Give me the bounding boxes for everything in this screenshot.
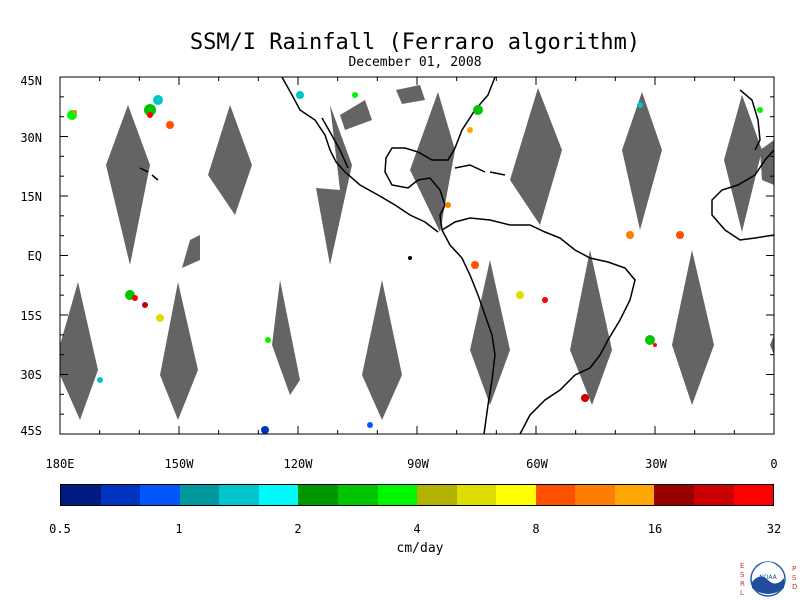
colorbar-label: 8: [532, 522, 540, 536]
coastline-africa: [711, 149, 775, 241]
coastline-hawaii: [139, 167, 159, 181]
colorbar-cell: [496, 485, 536, 505]
colorbar-cell: [140, 485, 180, 505]
map-subtitle: December 01, 2008: [348, 55, 482, 70]
lon-label-90w: 90W: [407, 457, 429, 471]
lat-label-30s: 30S: [20, 368, 42, 382]
colorbar-cell: [614, 485, 655, 505]
coastline-north-america-east: [384, 76, 496, 231]
colorbar-cell: [694, 485, 734, 505]
lon-label-180e: 180E: [45, 457, 75, 471]
swath-gap: [470, 260, 510, 405]
logo-letter: S: [740, 571, 745, 579]
logo-letter: P: [792, 565, 796, 573]
colorbar-cell: [535, 485, 576, 505]
logo-letter: D: [792, 583, 797, 591]
colorbar-label: 16: [647, 522, 663, 536]
map-title: SSM/I Rainfall (Ferraro algorithm): [189, 30, 641, 55]
axis-ticks: [59, 76, 775, 435]
swath-gap: [770, 335, 774, 355]
logo-letter: S: [792, 574, 797, 582]
lon-label-150w: 150W: [164, 457, 194, 471]
colorbar-cell: [654, 485, 694, 505]
lat-label-15n: 15N: [20, 190, 42, 204]
colorbar-cell: [575, 485, 615, 505]
logo-letter: E: [740, 562, 744, 570]
logo-letter: L: [740, 589, 744, 597]
coastline-north-america-west: [281, 76, 439, 233]
swath-gap: [272, 280, 300, 395]
swath-gap: [106, 105, 150, 265]
logo-letter: R: [740, 580, 745, 588]
swath-gap: [340, 100, 372, 130]
swath-gap: [316, 105, 352, 265]
swath-gap: [760, 140, 774, 185]
coastline-south-america: [441, 217, 636, 435]
coastline-europe: [739, 89, 761, 151]
colorbar-cell: [417, 485, 457, 505]
coastlines: [139, 76, 775, 435]
colorbar-cell: [456, 485, 497, 505]
swath-gap: [570, 250, 612, 405]
colorbar-cell: [733, 485, 774, 505]
coastline-baja: [321, 117, 349, 169]
lat-label-eq: EQ: [27, 249, 42, 263]
lat-label-45s: 45S: [20, 424, 42, 438]
colorbar-units: cm/day: [396, 541, 444, 556]
colorbar-label: 32: [766, 522, 782, 536]
swath-gaps: [60, 85, 774, 420]
swath-gap: [160, 282, 198, 420]
colorbar-cell: [179, 485, 220, 505]
lon-label-0: 0: [770, 457, 778, 471]
coastline-cuba: [454, 164, 486, 173]
colorbar: [60, 484, 774, 506]
swath-gap: [182, 235, 200, 268]
rainfall-patches: [67, 91, 763, 434]
swath-gap: [410, 92, 455, 232]
coastline-hispaniola: [489, 171, 506, 176]
colorbar-label: 2: [294, 522, 302, 536]
swath-gap: [724, 95, 762, 232]
colorbar-cell: [258, 485, 299, 505]
swath-gap: [510, 88, 562, 225]
colorbar-cell: [298, 485, 338, 505]
swath-gap: [60, 282, 98, 420]
colorbar-cell: [337, 485, 378, 505]
noaa-esrl-logo: E S R L P S D NOAA: [740, 561, 797, 597]
swath-gap: [208, 105, 252, 215]
colorbar-cell: [100, 485, 141, 505]
lon-label-30w: 30W: [645, 457, 667, 471]
swath-gap: [362, 280, 402, 420]
lat-label-30n: 30N: [20, 131, 42, 145]
swath-gap: [622, 92, 662, 230]
colorbar-label: 1: [175, 522, 183, 536]
swath-gap: [396, 85, 425, 104]
colorbar-cell: [377, 485, 418, 505]
colorbar-cell: [61, 485, 101, 505]
lon-label-120w: 120W: [283, 457, 313, 471]
colorbar-label: 0.5: [49, 522, 71, 536]
lon-label-60w: 60W: [526, 457, 548, 471]
lat-label-45n: 45N: [20, 74, 42, 88]
swath-gap: [672, 250, 714, 405]
logo-center-text: NOAA: [759, 574, 777, 581]
lat-label-15s: 15S: [20, 309, 42, 323]
colorbar-label: 4: [413, 522, 421, 536]
colorbar-cell: [219, 485, 259, 505]
